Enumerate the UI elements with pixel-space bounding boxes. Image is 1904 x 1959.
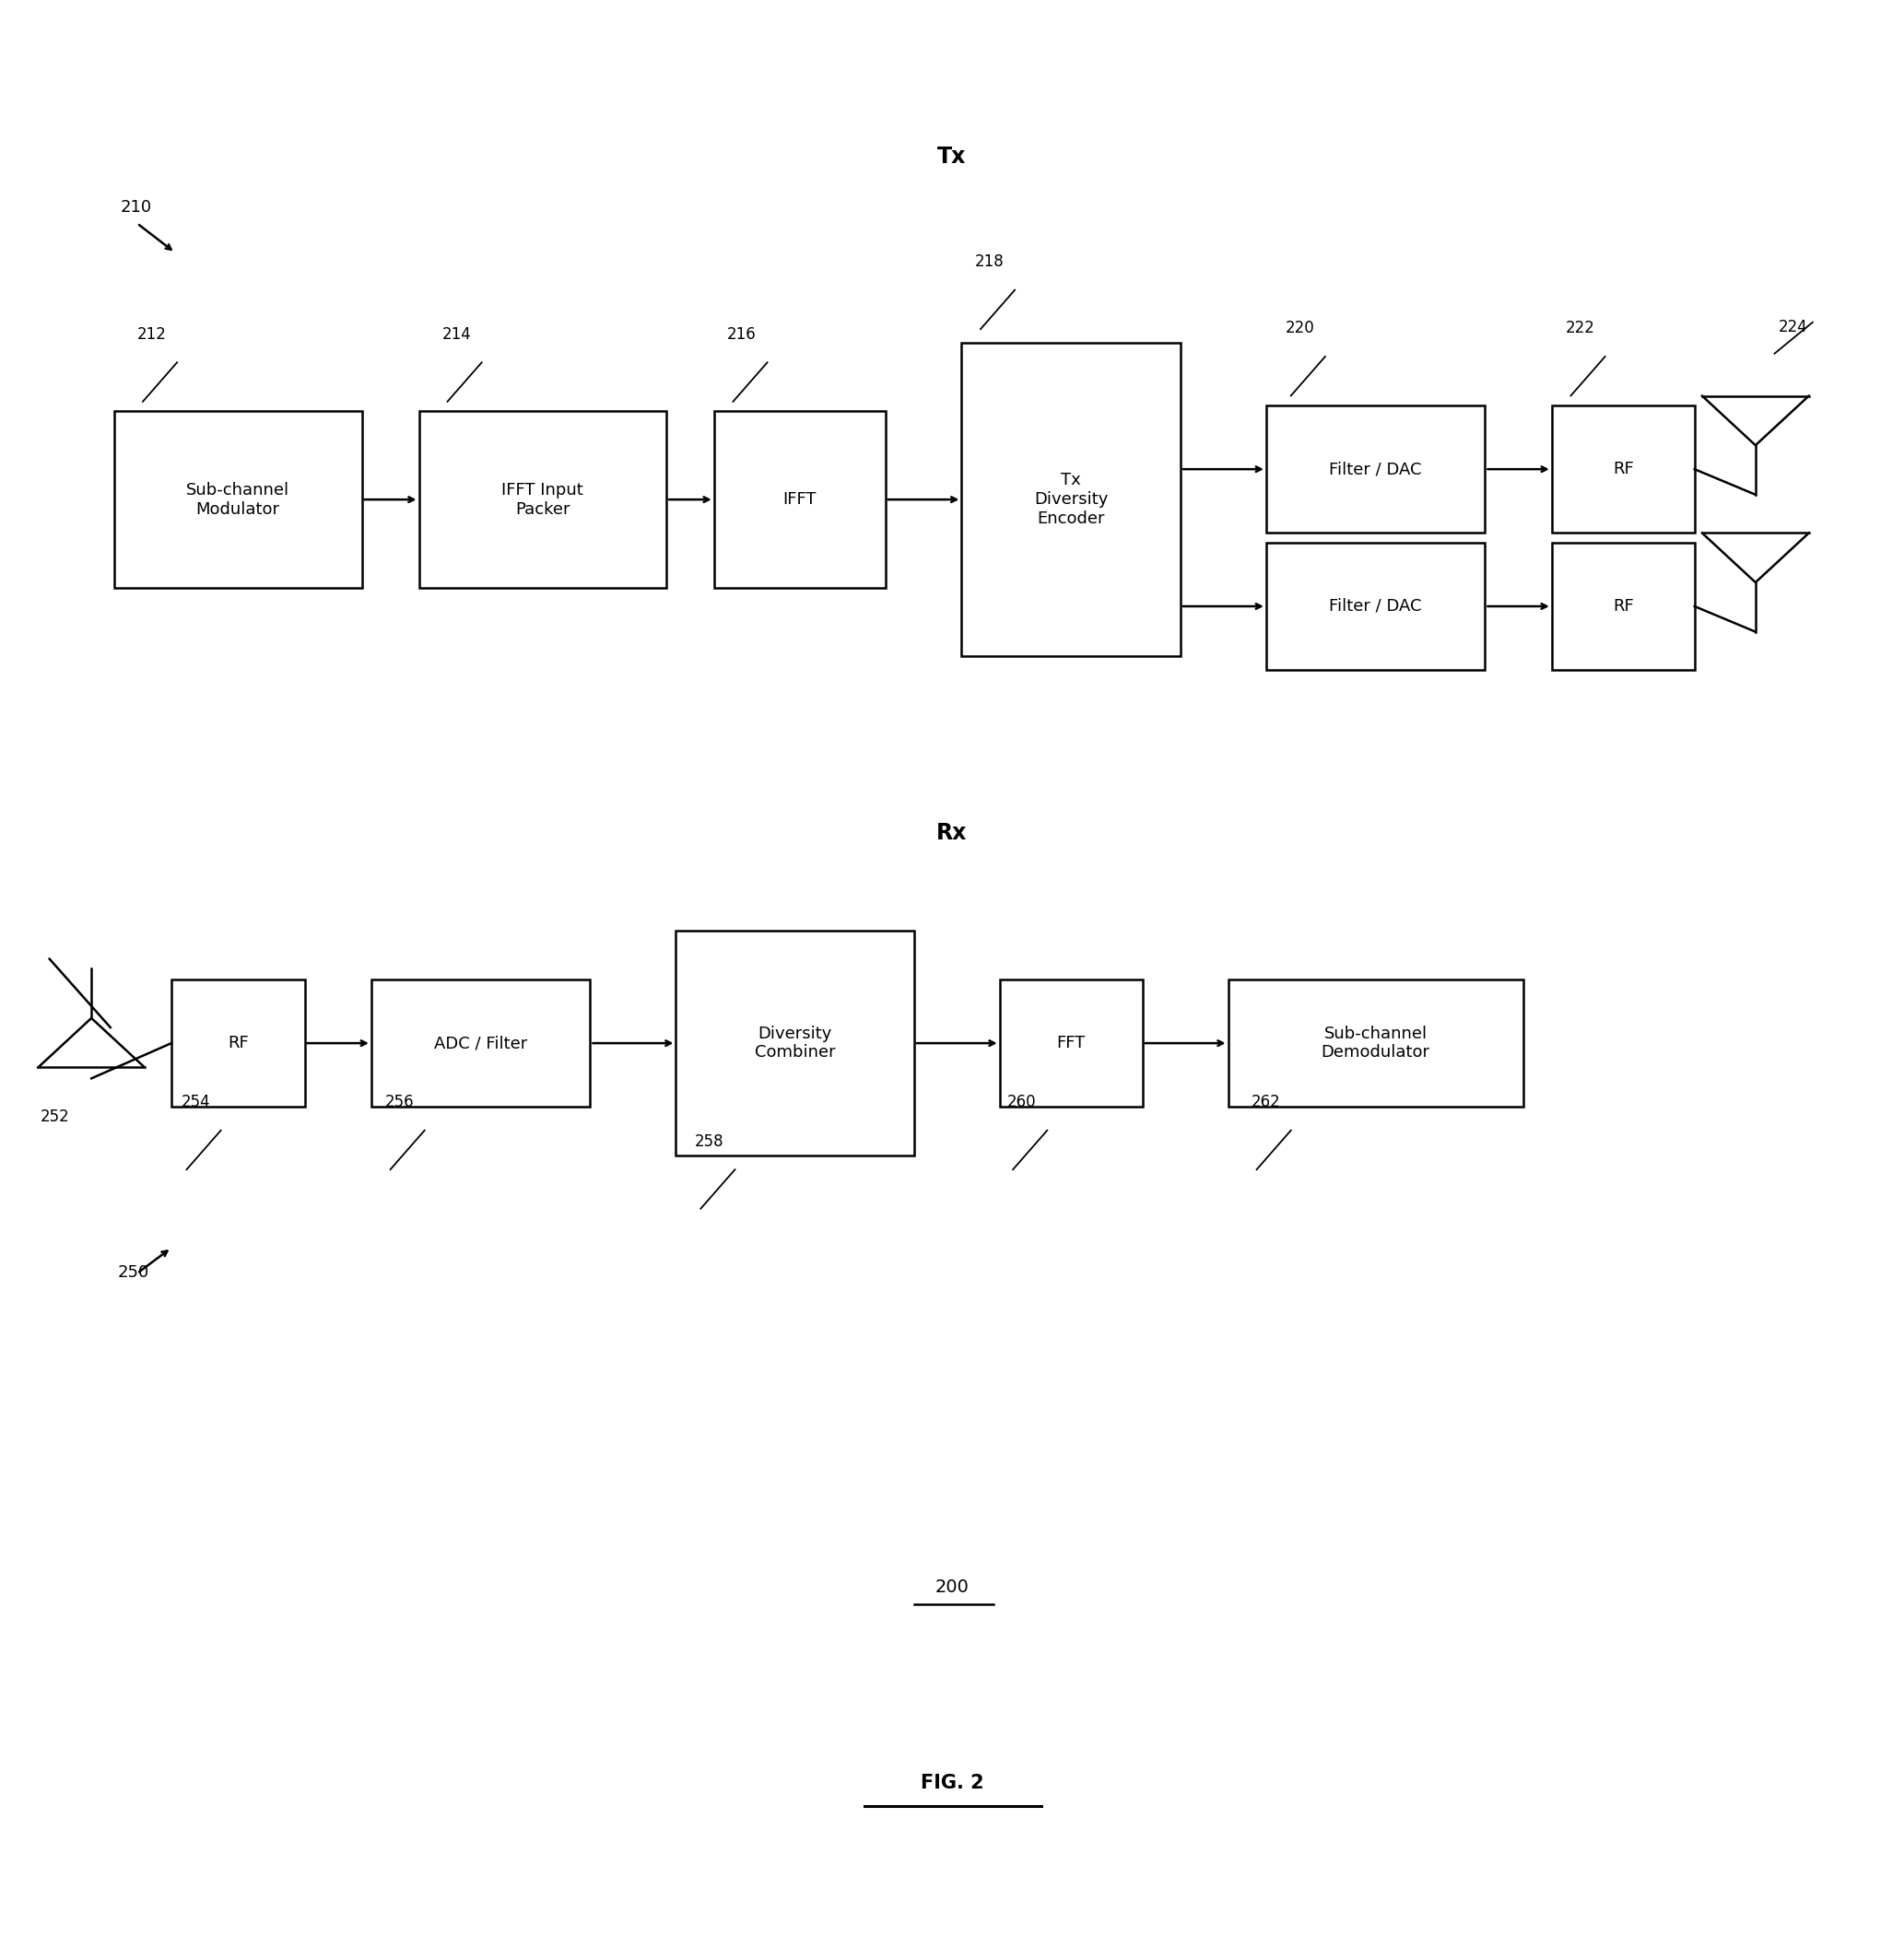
Bar <box>371 980 590 1107</box>
Bar <box>1266 406 1485 533</box>
Bar <box>714 411 885 588</box>
Text: 258: 258 <box>695 1132 724 1150</box>
Text: RF: RF <box>1613 460 1634 478</box>
Text: RF: RF <box>1613 597 1634 615</box>
Bar <box>1266 543 1485 670</box>
Text: Tx: Tx <box>937 145 967 168</box>
Text: FIG. 2: FIG. 2 <box>920 1773 984 1792</box>
Bar <box>676 931 914 1156</box>
Bar <box>419 411 666 588</box>
Text: Diversity
Combiner: Diversity Combiner <box>754 1025 836 1062</box>
Text: 222: 222 <box>1565 319 1594 337</box>
Text: Rx: Rx <box>937 821 967 844</box>
Text: 200: 200 <box>935 1579 969 1595</box>
Bar <box>1228 980 1523 1107</box>
Text: 250: 250 <box>118 1264 150 1281</box>
Text: 256: 256 <box>385 1093 413 1111</box>
Text: IFFT Input
Packer: IFFT Input Packer <box>503 482 583 517</box>
Text: 254: 254 <box>181 1093 209 1111</box>
Bar <box>962 343 1180 656</box>
Text: RF: RF <box>227 1034 249 1052</box>
Text: 220: 220 <box>1285 319 1314 337</box>
Text: 218: 218 <box>975 253 1003 270</box>
Bar <box>171 980 305 1107</box>
Bar <box>114 411 362 588</box>
Text: 224: 224 <box>1778 319 1807 335</box>
Text: Filter / DAC: Filter / DAC <box>1329 597 1422 615</box>
Text: Filter / DAC: Filter / DAC <box>1329 460 1422 478</box>
Text: ADC / Filter: ADC / Filter <box>434 1034 527 1052</box>
Bar <box>1552 406 1695 533</box>
Text: 214: 214 <box>442 325 470 343</box>
Text: Sub-channel
Demodulator: Sub-channel Demodulator <box>1321 1025 1430 1062</box>
Text: 210: 210 <box>120 198 152 215</box>
Text: 260: 260 <box>1007 1093 1036 1111</box>
Text: Sub-channel
Modulator: Sub-channel Modulator <box>187 482 289 517</box>
Text: 252: 252 <box>40 1109 69 1124</box>
Text: FFT: FFT <box>1057 1034 1085 1052</box>
Text: Tx
Diversity
Encoder: Tx Diversity Encoder <box>1034 472 1108 527</box>
Text: 262: 262 <box>1251 1093 1279 1111</box>
Text: 212: 212 <box>137 325 166 343</box>
Bar <box>1000 980 1142 1107</box>
Text: IFFT: IFFT <box>783 492 817 507</box>
Text: 216: 216 <box>727 325 756 343</box>
Bar <box>1552 543 1695 670</box>
